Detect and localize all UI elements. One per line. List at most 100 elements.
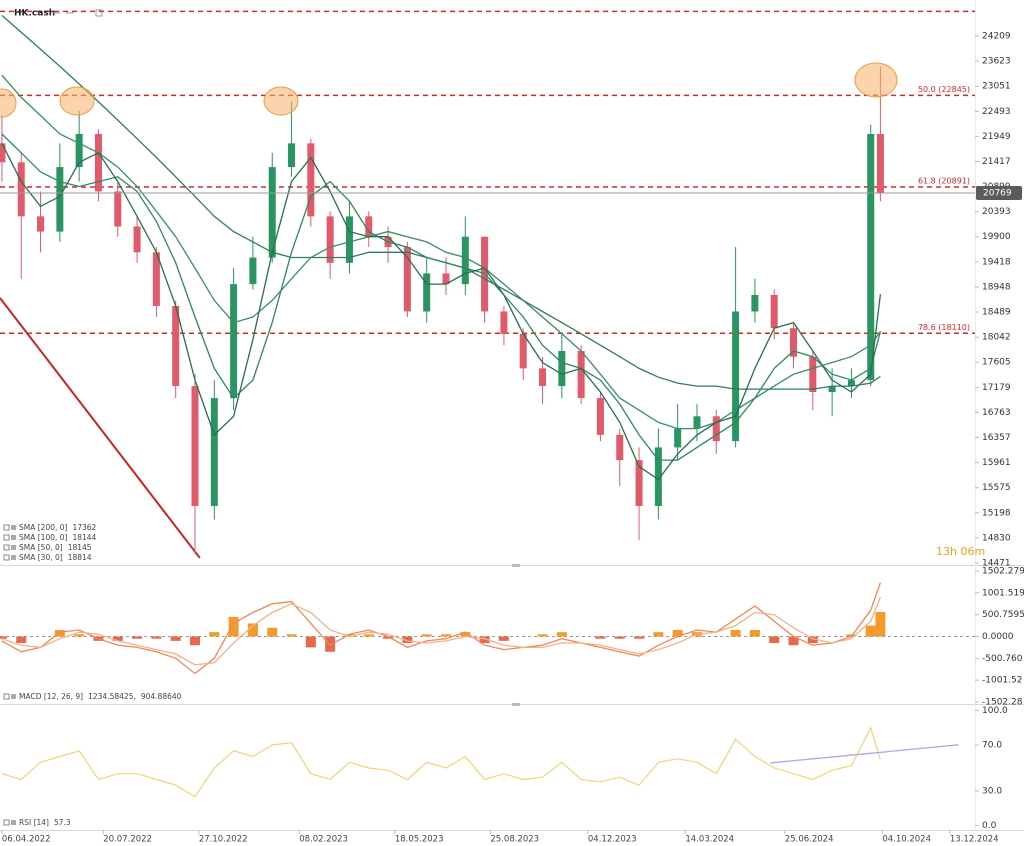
highlight-circle (59, 86, 95, 116)
histogram-bar (228, 616, 239, 637)
candle-body (56, 167, 64, 232)
macd-line (1, 582, 882, 675)
candle-body (867, 133, 875, 381)
candle-body (674, 428, 682, 448)
rsi-line (1, 726, 881, 798)
y-tick-label: 14471 (982, 559, 1011, 569)
candle-body (307, 143, 315, 217)
candle-body (461, 236, 469, 285)
legend-icon (3, 693, 10, 700)
rsi-trendline (770, 744, 959, 764)
histogram-bar (807, 636, 818, 644)
y-tick-label: 0.0 (982, 821, 997, 831)
histogram-bar (479, 636, 490, 644)
candle-body (268, 167, 276, 258)
price-tag (976, 185, 1022, 200)
y-tick-label: -1502.28 (982, 698, 1023, 708)
level-label: 50.0 (22845) (918, 85, 970, 94)
x-tick-label: 13.12.2024 (950, 835, 999, 845)
histogram-bar (402, 636, 413, 644)
highlights (0, 62, 898, 118)
y-tick-label: 17605 (982, 358, 1011, 368)
candle-body (288, 143, 296, 168)
histogram-bar (112, 636, 123, 641)
candle-body (712, 416, 720, 442)
x-tick-label: 14.03.2024 (685, 835, 734, 845)
y-tick-label: 24209 (982, 31, 1011, 41)
histogram-bar (440, 634, 451, 637)
y-tick-label: 16763 (982, 408, 1011, 418)
histogram-bar (498, 636, 509, 641)
candle-body (403, 247, 411, 312)
candle-body (790, 328, 798, 357)
histogram-bar (865, 625, 876, 637)
histogram-bar (74, 634, 85, 637)
panel-handle[interactable] (512, 564, 520, 567)
y-tick-label: 30.0 (982, 786, 1002, 796)
legend-value: 17362 (72, 523, 96, 532)
histogram-bar (769, 636, 780, 644)
legend-name: SMA [200, 0] (19, 523, 68, 532)
histogram-bar (749, 629, 760, 637)
y-tick-label: 20393 (982, 207, 1011, 217)
x-tick-label: 08.02.2023 (299, 835, 348, 845)
candle-body (37, 216, 45, 232)
panel-handle[interactable] (512, 703, 520, 706)
histogram-bar (267, 627, 278, 637)
legend-icon (3, 524, 10, 531)
y-tick-label: 15198 (982, 508, 1011, 518)
candle-body (809, 356, 817, 393)
histogram-bar (325, 636, 336, 652)
candle-body (345, 216, 353, 263)
candle-body (249, 257, 257, 285)
candle-body (75, 133, 83, 168)
y-tick-label: 500.7595 (982, 610, 1024, 620)
price-tag-label: 20769 (983, 188, 1012, 198)
histogram-bar (788, 636, 799, 646)
legend-icon (3, 819, 10, 826)
candle-body (442, 273, 450, 285)
legend-separator: , (133, 692, 135, 701)
legend-name: SMA [30, 0] (19, 553, 63, 562)
candle-body (596, 398, 604, 435)
y-tick-label: 23623 (982, 57, 1011, 67)
candle-body (751, 294, 759, 312)
highlight-circle (854, 62, 898, 98)
candle-body (616, 434, 624, 461)
legend-entry: SMA [200, 0] 17362 (19, 523, 97, 532)
histogram-bar (653, 632, 664, 637)
candle-body (770, 294, 778, 329)
histogram-bar (0, 636, 7, 639)
legend-value: 904.88640 (141, 692, 182, 701)
histogram-bar (151, 636, 162, 639)
chart-title: HK.cash (14, 9, 55, 19)
histogram-bar (614, 636, 625, 639)
legend-icon (11, 820, 16, 825)
legend-entry: RSI [14] 57.3 (19, 818, 71, 827)
y-tick-label: 22493 (982, 107, 1011, 117)
y-tick-label: 17179 (982, 383, 1011, 393)
histogram-bar (537, 634, 548, 637)
candle-body (635, 460, 643, 506)
histogram-bar (286, 634, 297, 637)
candle-body (230, 284, 238, 399)
y-tick-label: 0.0000 (982, 632, 1014, 642)
legend-entry: MACD [12, 26, 9] 1234.58425, 904.88640 (19, 692, 182, 701)
level-label: 61.8 (20891) (918, 176, 970, 185)
legend-value: 18144 (72, 533, 96, 542)
legend-value: 57.3 (54, 818, 71, 827)
candle-body (423, 273, 431, 312)
candle-body (152, 252, 160, 306)
candle-body (577, 350, 585, 399)
candle-body (365, 216, 373, 237)
y-tick-label: -500.760 (982, 654, 1023, 664)
legend-icon (11, 555, 16, 560)
sma-line (1, 74, 881, 430)
icon[interactable] (95, 9, 103, 17)
candle-body (114, 191, 122, 227)
signal-line (1, 596, 882, 666)
legend-icon (11, 535, 16, 540)
level-label: 78.6 (18110) (918, 323, 970, 332)
trendline (0, 297, 201, 559)
y-tick-label: 15961 (982, 458, 1011, 468)
